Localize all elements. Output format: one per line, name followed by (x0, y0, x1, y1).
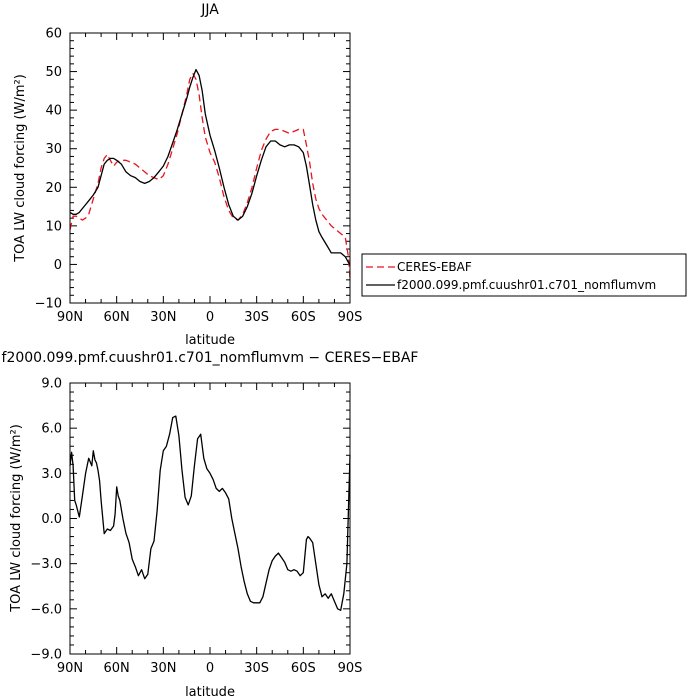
bottom-series-line-0 (69, 415, 351, 611)
top-x-tick-label: 90S (338, 310, 363, 325)
bottom-x-tick-label: 0 (206, 661, 214, 676)
bottom-y-axis-label: TOA LW cloud forcing (W/m²) (9, 424, 24, 613)
bottom-y-tick-label: 3.0 (41, 467, 62, 482)
bottom-y-tick-label: 9.0 (41, 377, 62, 392)
top-y-tick-label: 10 (45, 219, 62, 234)
legend-box (361, 253, 687, 297)
top-y-tick-label: 30 (45, 142, 62, 157)
top-y-tick-label: 60 (45, 27, 62, 42)
top-x-tick-label: 90N (57, 310, 83, 325)
bottom-plot-frame (69, 382, 351, 655)
top-x-tick-label: 30S (244, 310, 269, 325)
top-x-tick-label: 0 (206, 310, 214, 325)
bottom-y-tick-label: −3.0 (30, 557, 62, 572)
top-x-tick-label: 30N (150, 310, 176, 325)
top-panel: JJA latitude TOA LW cloud forcing (W/m²)… (13, 2, 362, 348)
bottom-y-tick-label: 6.0 (41, 422, 62, 437)
bottom-x-tick-label: 30S (244, 661, 269, 676)
bottom-axis-ticks: 90N 60N 30N 0 30S 60S 90S −9.0 −6.0 −3.0 0.0 3.0 6.0… (30, 377, 362, 677)
top-plot-frame (69, 32, 351, 304)
top-x-tick-label: 60S (291, 310, 316, 325)
bottom-x-axis-label: latitude (185, 685, 235, 700)
bottom-panel: f2000.099.pmf.cuushr01.c701_nomflumvm − … (2, 350, 419, 700)
top-series-lines (69, 68, 351, 278)
bottom-y-tick-label: 0.0 (41, 512, 62, 527)
top-y-tick-label: 50 (45, 65, 62, 80)
top-y-axis-label: TOA LW cloud forcing (W/m²) (13, 74, 28, 263)
top-y-tick-label: −10 (35, 297, 62, 312)
bottom-y-tick-label: −6.0 (30, 602, 62, 617)
top-axis-ticks: 90N 60N 30N 0 30S 60S 90S −10 0 10 20 30 40 50 60 (35, 27, 363, 326)
legend: CERES-EBAF f2000.099.pmf.cuushr01.c701_n… (361, 253, 687, 297)
bottom-x-tick-label: 90S (338, 661, 363, 676)
bottom-chart-title: f2000.099.pmf.cuushr01.c701_nomflumvm − … (2, 350, 419, 366)
bottom-x-tick-label: 60S (291, 661, 316, 676)
top-y-tick-label: 0 (54, 258, 62, 273)
bottom-y-tick-label: −9.0 (30, 648, 62, 663)
legend-label-model: f2000.099.pmf.cuushr01.c701_nomflumvm (397, 278, 656, 292)
bottom-x-tick-label: 30N (150, 661, 176, 676)
legend-label-ceres: CERES-EBAF (397, 260, 472, 274)
top-y-tick-label: 20 (45, 181, 62, 196)
top-chart-title: JJA (200, 2, 219, 18)
top-x-tick-label: 60N (104, 310, 130, 325)
top-series-line-1 (69, 68, 351, 265)
top-series-line-0 (69, 72, 351, 278)
bottom-x-tick-label: 90N (57, 661, 83, 676)
bottom-series-lines (69, 415, 351, 611)
bottom-x-tick-label: 60N (104, 661, 130, 676)
top-y-tick-label: 40 (45, 104, 62, 119)
top-x-axis-label: latitude (185, 333, 235, 348)
